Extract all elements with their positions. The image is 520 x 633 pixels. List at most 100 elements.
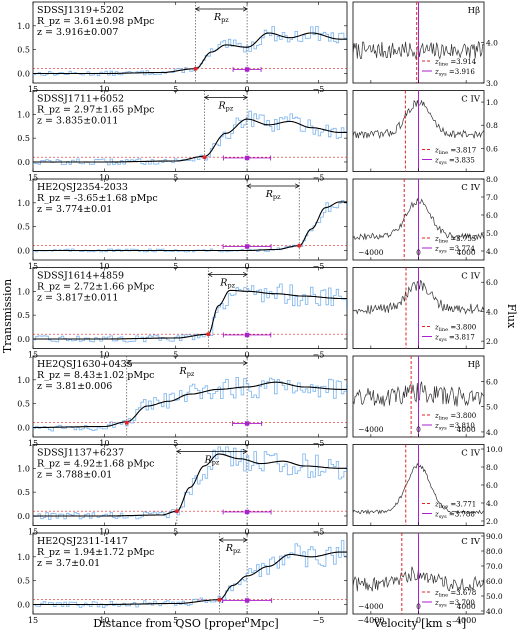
flux-tick-label: 4.0: [486, 308, 498, 317]
legend-redshift: z = 3.774±0.01: [37, 204, 112, 215]
rpz-arrowhead-right: [203, 94, 209, 101]
left-axis-label: Transmission: [1, 279, 14, 353]
transmission-model-curve: [33, 118, 347, 163]
legend-z-sys-label: zsys =3.817: [434, 334, 475, 344]
transmission-panel-frame: [32, 178, 348, 261]
flux-tick-label: 4.0: [486, 428, 498, 437]
legend-quasar-name: SDSSJ1711+6052: [37, 94, 124, 105]
transmission-panel-frame: [32, 90, 348, 172]
velocity-tick-label-bottom: 0: [416, 616, 421, 625]
qso-marker: [244, 598, 250, 603]
rpz-label: Rpz: [219, 278, 235, 290]
legend-redshift: z = 3.81±0.006: [37, 381, 112, 392]
y-tick-label: 1.0: [17, 22, 30, 31]
transmission-panel-frame: [32, 532, 348, 615]
x-tick-label: 15: [28, 528, 38, 537]
flux-tick-label: 7.0: [486, 193, 498, 202]
qso-marker: [244, 332, 250, 338]
x-tick-label: 5: [173, 174, 178, 183]
x-tick-label: 10: [99, 174, 109, 183]
x-tick-label: 10: [99, 616, 109, 625]
y-tick-label: 0.5: [17, 134, 30, 143]
rpz-arrowhead-right: [295, 183, 300, 189]
rpz-arrowhead-left: [242, 537, 248, 543]
legend-rpz: R_pz = 8.43±1.02 pMpc: [37, 370, 154, 381]
flux-tick-label: 90.0: [486, 532, 503, 541]
legend-redshift: z = 3.835±0.011: [37, 116, 118, 127]
y-tick-label: 0.0: [17, 600, 30, 609]
rpz-arrowhead-left: [242, 271, 248, 278]
rpz-arrowhead-left: [246, 183, 252, 189]
flux-tick-label: 8.0: [486, 175, 498, 184]
y-tick-label: 0.5: [17, 311, 30, 320]
legend-rpz: R_pz = 4.92±1.68 pMpc: [37, 459, 154, 470]
x-tick-label: 10: [99, 528, 109, 537]
x-tick-label: 0: [245, 262, 250, 271]
y-tick-label: 1.0: [17, 376, 30, 385]
legend-quasar-name: HE2QSJ2354-2033: [37, 182, 128, 193]
velocity-tick-label: 4000: [457, 248, 476, 257]
flux-tick-label: 60.0: [486, 577, 503, 586]
x-tick-label: 10: [99, 85, 109, 94]
x-tick-label: 5: [173, 85, 178, 94]
rpz-marker: [206, 332, 211, 337]
rpz-label: Rpz: [225, 543, 241, 555]
qso-marker: [244, 155, 250, 161]
rpz-arrowhead-right: [194, 6, 200, 12]
rpz-arrowhead-left: [242, 360, 248, 366]
x-tick-label: 5: [173, 262, 178, 271]
transmission-histogram: [33, 446, 347, 520]
transmission-model-curve: [33, 32, 347, 75]
legend-rpz: R_pz = 1.94±1.72 pMpc: [37, 547, 154, 558]
flux-tick-label: 4.0: [486, 39, 498, 48]
rpz-marker: [297, 243, 302, 248]
velocity-tick-label: 0: [416, 602, 421, 611]
emission-line-label: C IV: [461, 537, 481, 547]
transmission-panel-frame: [32, 355, 348, 438]
velocity-tick-label: 4000: [457, 425, 476, 434]
x-tick-label: 5: [173, 616, 178, 625]
qso-marker: [244, 421, 250, 426]
emission-line-label: Hβ: [468, 360, 480, 370]
flux-tick-label: 2.0: [486, 337, 498, 346]
y-tick-label: 0.0: [17, 158, 30, 167]
legend-rpz: R_pz = 3.61±0.98 pMpc: [37, 16, 154, 27]
rpz-label: Rpz: [213, 12, 229, 24]
transmission-model-curve: [33, 381, 347, 429]
transmission-model-curve: [33, 551, 347, 606]
flux-tick-label: 6.0: [486, 211, 498, 220]
flux-tick-label: 4.0: [486, 247, 498, 256]
x-tick-label: −5: [313, 174, 325, 183]
emission-line-label: Hβ: [468, 6, 480, 16]
rpz-arrowhead-left: [242, 94, 248, 101]
legend-z-line-label: zline =3.771: [434, 501, 476, 511]
x-tick-label: 0: [245, 351, 250, 360]
flux-tick-label: 0.8: [486, 121, 498, 130]
y-tick-label: 0.0: [17, 423, 30, 432]
flux-tick-label: 70.0: [486, 562, 503, 571]
emission-line-label: C IV: [461, 449, 481, 459]
legend-z-sys-label: zsys =3.916: [434, 68, 475, 78]
legend-z-line-label: zline =3.678: [434, 589, 476, 599]
legend-redshift: z = 3.7±0.01: [37, 558, 100, 569]
emission-line-label: C IV: [461, 183, 481, 193]
transmission-model-curve: [33, 201, 347, 252]
flux-tick-label: 0.6: [486, 144, 498, 153]
flux-tick-label: 5.0: [486, 229, 498, 238]
flux-tick-label: 50.0: [486, 592, 503, 601]
flux-tick-label: 2.0: [486, 517, 498, 526]
legend-rpz: R_pz = -3.65±1.68 pMpc: [37, 193, 158, 204]
legend-z-line-label: zline =3.800: [434, 324, 476, 334]
legend-z-line-label: zline =3.914: [434, 58, 477, 68]
y-tick-label: 0.0: [17, 246, 30, 255]
qso-marker: [244, 509, 250, 515]
x-tick-label: 15: [28, 85, 38, 94]
legend-quasar-name: SDSSJ1319+5202: [37, 5, 124, 16]
